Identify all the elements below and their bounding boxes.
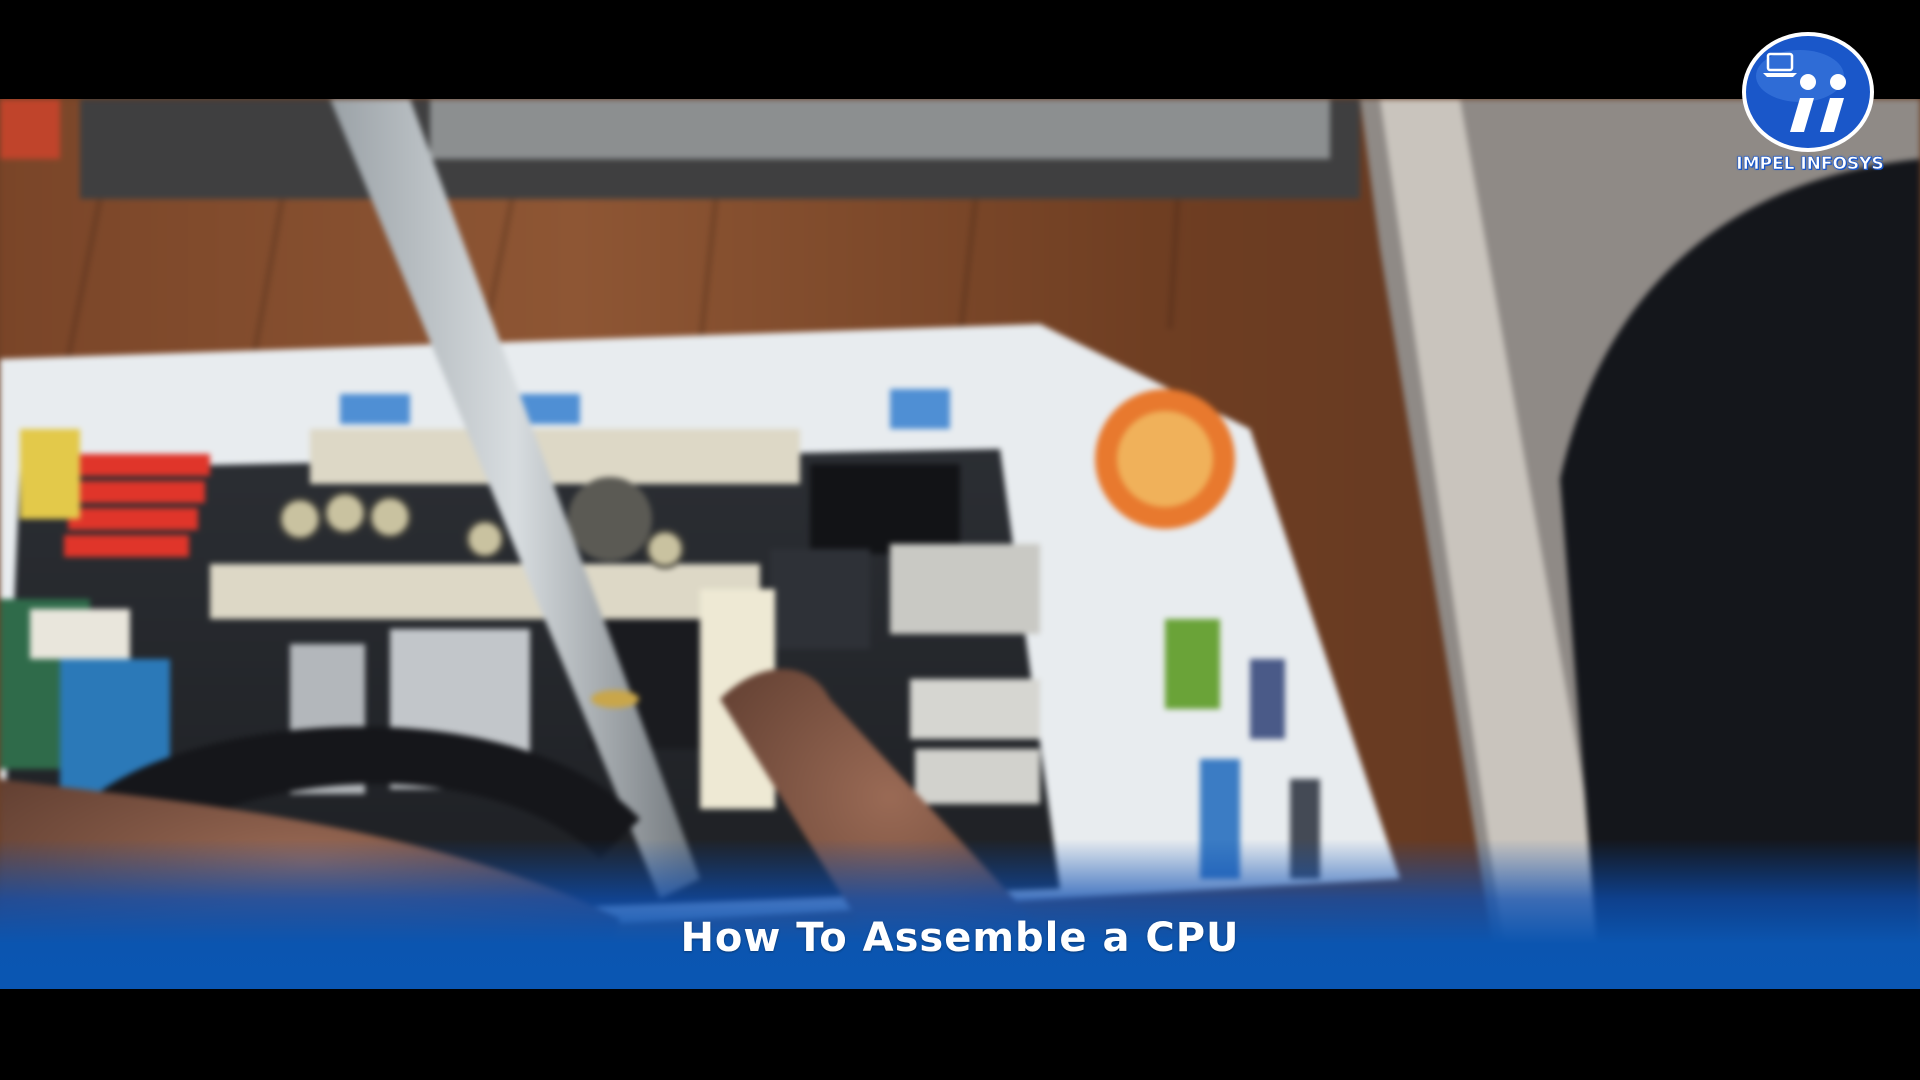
logo-brand-text: IMPEL INFOSYS <box>1736 154 1884 175</box>
caption-band <box>0 839 1920 989</box>
video-content <box>0 99 1920 989</box>
laptop-ii-logo-icon <box>1742 32 1874 152</box>
video-caption: How To Assemble a CPU <box>680 915 1240 961</box>
